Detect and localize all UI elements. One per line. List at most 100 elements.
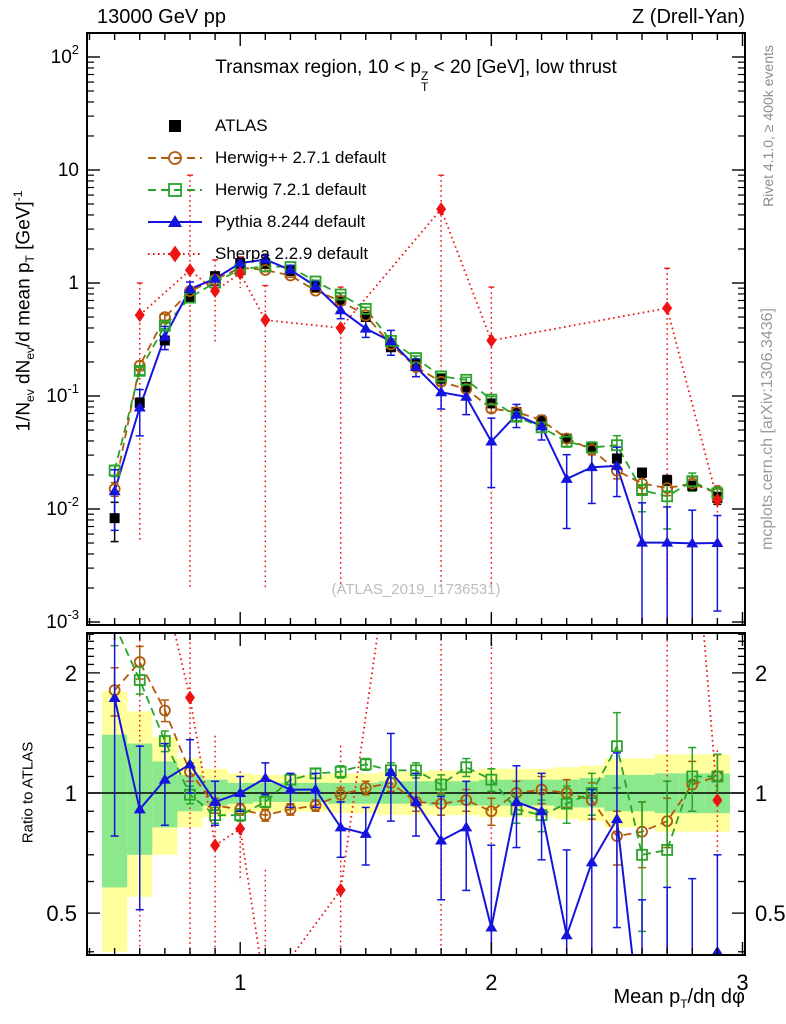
data-point-open-square bbox=[636, 848, 648, 861]
main-y-tick-label: 10-3 bbox=[46, 607, 79, 633]
data-point-open-square bbox=[460, 373, 473, 386]
data-point-open-square bbox=[359, 758, 372, 771]
data-point-square bbox=[260, 258, 271, 269]
data-point-triangle bbox=[209, 272, 222, 283]
herwig7-marker-icon bbox=[148, 183, 202, 197]
series-line-sherpa bbox=[139, 207, 719, 501]
data-point-diamond bbox=[662, 178, 672, 192]
data-point-open-square bbox=[711, 770, 724, 783]
data-point-open-circle bbox=[158, 704, 171, 717]
tick-base: 10 bbox=[46, 612, 67, 633]
data-point-open-circle bbox=[359, 781, 372, 794]
tick-exponent: -2 bbox=[67, 494, 79, 509]
data-point-open-square bbox=[435, 778, 448, 791]
data-point-open-square bbox=[585, 441, 598, 454]
data-point-triangle bbox=[636, 536, 649, 547]
data-point-triangle bbox=[610, 459, 623, 470]
main-y-tick-label: 10-1 bbox=[46, 381, 79, 407]
data-point-open-circle bbox=[259, 809, 272, 822]
data-point-open-square bbox=[259, 795, 272, 808]
data-point-open-circle bbox=[485, 805, 498, 818]
data-point-open-circle bbox=[334, 788, 347, 801]
data-point-triangle bbox=[183, 282, 196, 293]
data-point-square bbox=[637, 467, 648, 478]
data-point-open-square bbox=[636, 484, 648, 496]
data-point-triangle bbox=[560, 929, 573, 940]
data-point-triangle bbox=[535, 420, 548, 431]
process-label: Z (Drell-Yan) bbox=[632, 6, 745, 28]
data-point-triangle bbox=[485, 435, 498, 446]
data-point-open-square bbox=[133, 364, 146, 377]
data-point-triangle bbox=[585, 856, 598, 867]
data-point-open-square bbox=[359, 302, 372, 315]
data-point-triangle bbox=[384, 765, 397, 776]
data-point-triangle bbox=[410, 795, 422, 806]
tick-exponent: 2 bbox=[72, 42, 79, 57]
x-tick-label: 3 bbox=[736, 970, 748, 995]
ratio-line-herwig bbox=[117, 633, 718, 856]
data-point-open-circle bbox=[168, 151, 182, 165]
data-point-square bbox=[611, 453, 622, 464]
data-point-open-square bbox=[435, 370, 448, 383]
data-point-diamond bbox=[235, 266, 246, 281]
legend-item-sherpa: Sherpa 2.2.9 default bbox=[146, 238, 386, 270]
data-point-open-circle bbox=[158, 311, 171, 324]
main-y-tick-label: 1 bbox=[68, 273, 79, 294]
ratio-line-sherpa bbox=[173, 633, 719, 955]
x-tick-label: 2 bbox=[485, 970, 497, 995]
series-line-herwig++ bbox=[113, 266, 718, 495]
ratio-y-tick-label: 1 bbox=[65, 781, 77, 806]
data-point-diamond bbox=[662, 301, 673, 316]
data-point-diamond bbox=[486, 333, 497, 348]
data-point-square bbox=[184, 292, 195, 303]
data-point-open-square bbox=[108, 464, 121, 477]
data-point-open-square bbox=[686, 770, 699, 783]
data-point-diamond bbox=[169, 245, 181, 263]
x-axis-title: Mean pT/dη dφ bbox=[613, 986, 745, 1011]
data-point-triangle bbox=[234, 787, 247, 797]
data-point-triangle bbox=[259, 772, 272, 783]
data-point-triangle bbox=[108, 485, 121, 496]
series-line-pythia bbox=[113, 258, 718, 545]
data-point-triangle bbox=[535, 805, 548, 816]
ratio-y-axis-title: Ratio to ATLAS bbox=[19, 741, 37, 844]
tick-base: 10 bbox=[46, 499, 67, 520]
data-point-triangle bbox=[686, 537, 699, 548]
tick-base: 10 bbox=[58, 160, 79, 181]
data-point-open-circle bbox=[661, 482, 674, 495]
main-plot-area bbox=[108, 174, 724, 625]
pt-subscript: T bbox=[420, 80, 429, 94]
data-point-open-square bbox=[611, 439, 623, 452]
data-point-triangle bbox=[384, 335, 397, 346]
tick-base: 1 bbox=[68, 273, 79, 294]
ratio-y-tick-label-right: 1 bbox=[755, 781, 767, 806]
data-point-open-circle bbox=[636, 477, 648, 490]
data-point-diamond bbox=[712, 493, 723, 508]
data-point-triangle bbox=[168, 215, 182, 227]
beam-energy-label: 13000 GeV pp bbox=[97, 6, 226, 28]
data-point-triangle bbox=[108, 692, 121, 703]
data-point-open-square bbox=[560, 797, 573, 810]
data-point-triangle bbox=[133, 401, 146, 412]
data-point-triangle bbox=[435, 386, 448, 397]
data-point-triangle bbox=[460, 390, 473, 401]
data-point-open-square bbox=[661, 490, 674, 503]
x-tick-label: 1 bbox=[234, 970, 246, 995]
analysis-id-watermark: (ATLAS_2019_I1736531) bbox=[331, 581, 501, 598]
sherpa-marker-icon bbox=[148, 245, 202, 263]
data-point-square bbox=[360, 312, 371, 323]
mcplots-arxiv-note: mcplots.cern.ch [arXiv:1306.3436] bbox=[759, 308, 776, 550]
data-point-triangle bbox=[359, 322, 372, 333]
data-point-open-square bbox=[334, 288, 347, 301]
data-point-triangle bbox=[309, 280, 322, 291]
data-point-square bbox=[586, 442, 597, 453]
data-point-square bbox=[385, 342, 396, 353]
data-point-triangle bbox=[234, 257, 247, 268]
ratio-y-tick-label-right: 2 bbox=[755, 661, 767, 686]
data-point-triangle bbox=[510, 408, 523, 419]
pt-superscript: Z bbox=[420, 69, 429, 83]
tick-exponent: -1 bbox=[67, 381, 79, 396]
legend: ATLAS Herwig++ 2.7.1 default Herwig 7.2.… bbox=[146, 110, 386, 270]
